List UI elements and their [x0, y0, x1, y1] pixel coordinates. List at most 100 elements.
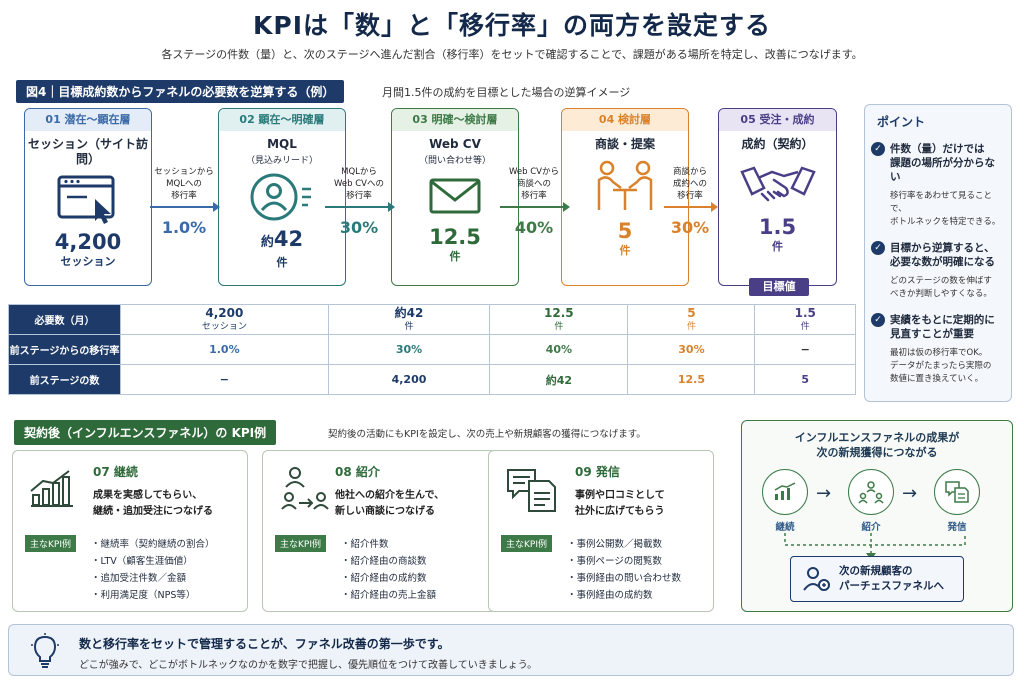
meeting-icon — [562, 158, 688, 214]
page-title: KPIは「数」と「移行率」の両方を設定する — [253, 11, 771, 40]
list-item: 利用満足度（NPS等） — [91, 587, 215, 604]
kpi-list: 継続率（契約継続の割合） LTV（顧客生涯価値） 追加受注件数／金額 利用満足度… — [91, 536, 215, 604]
conversion-text: 商談から 成約への 移行率 — [672, 167, 707, 201]
list-item: 追加受注件数／金額 — [91, 570, 215, 587]
stage-name: Web CV — [429, 137, 481, 151]
flow-node-label: 発信 — [947, 522, 967, 533]
list-item: 紹介経由の商談数 — [341, 553, 436, 570]
conversion-arrow: Web CVから 商談への 移行率 40% — [500, 166, 570, 237]
referral-icon — [858, 481, 884, 504]
stage-header: 03 明確〜検討層 — [392, 109, 518, 131]
stage-value: 4,200 — [54, 230, 122, 254]
check-icon: ✓ — [871, 241, 885, 255]
card-desc: 他社への紹介を生んで、 新しい商談につなげる — [335, 490, 445, 517]
stage-card-webcv: 03 明確〜検討層 Web CV （問い合わせ等） 12.5 件 — [391, 108, 519, 286]
req-unit: 件 — [800, 322, 810, 332]
new-customer-box: 次の新規顧客の パーチェスファネルへ — [790, 556, 964, 602]
table-cell: − — [120, 364, 329, 395]
table-row-prev: 前ステージの数 − 4,200 約42 12.5 5 — [8, 364, 856, 395]
table-cell: 30% — [327, 334, 491, 365]
table-cell: 5 — [754, 364, 856, 395]
list-item: 紹介件数 — [341, 536, 436, 553]
figure-tag: 図4｜目標成約数からファネルの必要数を逆算する（例） — [16, 80, 345, 103]
req-value: 約42 — [394, 306, 424, 320]
list-item: 事例経由の問い合わせ数 — [567, 570, 682, 587]
referral-icon — [281, 465, 331, 519]
point-desc: 移行率をあわせて見ることで、 ボトルネックを特定できる。 — [890, 191, 1001, 227]
stage-header: 04 検討層 — [562, 109, 688, 131]
req-value: 12.5 — [544, 306, 574, 320]
list-item: 事例公開数／掲載数 — [567, 536, 681, 553]
stage-unit: 件 — [449, 250, 461, 263]
arrow-icon — [150, 202, 220, 212]
conversion-arrow: MQLから Web CVへの 移行率 30% — [325, 166, 395, 237]
stage-name: セッション（サイト訪問） — [27, 137, 148, 166]
table-cell: − — [754, 334, 856, 365]
conversion-text: MQLから Web CVへの 移行率 — [334, 167, 384, 201]
conversion-arrow: セッションから MQLへの 移行率 1.0% — [150, 166, 220, 237]
point-title: 件数（量）だけでは 課題の場所が分からない — [890, 143, 995, 183]
stage-header: 02 顕在〜明確層 — [219, 109, 345, 131]
stage-value: 約42 — [219, 228, 345, 254]
target-badge: 目標値 — [749, 278, 809, 296]
check-icon: ✓ — [871, 313, 885, 327]
table-cell: 30% — [627, 334, 756, 365]
point-header: ポイント — [877, 115, 926, 129]
stage-value: 1.5 — [758, 215, 797, 239]
card-title: 07 継続 — [93, 465, 138, 479]
arrow-right-icon: → — [902, 483, 918, 504]
table-cell: 1.0% — [120, 334, 329, 365]
row-label: 前ステージからの移行率 — [8, 334, 121, 365]
req-unit: 件 — [554, 322, 564, 332]
point-title: 目標から逆算すると、 必要な数が明確になる — [890, 242, 995, 268]
speech-document-icon — [945, 481, 969, 503]
req-unit: 件 — [404, 322, 414, 332]
stage-card-deals: 04 検討層 商談・提案 5 件 — [561, 108, 689, 286]
arrow-right-icon: → — [816, 483, 832, 504]
flow-node-publicity — [934, 469, 980, 515]
card-desc: 事例や口コミとして 社外に広げてもらう — [575, 490, 665, 517]
stage-sub: （問い合わせ等） — [418, 156, 491, 166]
browser-cursor-icon — [25, 173, 151, 225]
conversion-text: Web CVから 商談への 移行率 — [509, 167, 559, 201]
point-item: ✓ 件数（量）だけでは 課題の場所が分からない 移行率をあわせて見ることで、 ボト… — [871, 142, 1005, 229]
growth-chart-icon — [774, 482, 796, 500]
stage-name: 成約（契約） — [741, 137, 814, 151]
conversion-rate: 40% — [514, 218, 554, 237]
arrow-icon — [500, 202, 570, 212]
stage-value-number: 42 — [273, 227, 304, 251]
influence-tag: 契約後（インフルエンスファネル）の KPI例 — [14, 420, 277, 445]
conversion-rate: 30% — [339, 218, 379, 237]
table-cell: 40% — [489, 334, 629, 365]
conversion-rate: 1.0% — [161, 218, 207, 237]
check-icon: ✓ — [871, 142, 885, 156]
stage-value-prefix: 約 — [260, 235, 274, 250]
list-item: 事例ページの閲覧数 — [567, 553, 681, 570]
list-item: 継続率（契約継続の割合） — [91, 536, 215, 553]
req-value: 5 — [687, 306, 696, 320]
stage-header: 01 潜在〜顕在層 — [25, 109, 151, 131]
flow-header: インフルエンスファネルの成果が 次の新規獲得につながる — [794, 431, 960, 459]
conversion-text: セッションから MQLへの 移行率 — [154, 167, 214, 201]
person-list-icon — [219, 172, 345, 222]
conversion-rate: 30% — [670, 218, 710, 237]
table-cell: 4,200 — [327, 364, 491, 395]
point-panel: ポイント ✓ 件数（量）だけでは 課題の場所が分からない 移行率をあわせて見ること… — [864, 104, 1012, 402]
kpi-label: 主なKPI例 — [275, 535, 326, 552]
table-cell: 約42 — [489, 364, 629, 395]
flow-node-referral — [848, 469, 894, 515]
growth-chart-icon — [29, 469, 75, 513]
bottom-sub-text: どこが強みで、どこがボトルネックなのかを数字で把握し、優先順位をつけて改善してい… — [79, 660, 538, 671]
new-customer-icon — [803, 567, 830, 591]
page-subtitle: 各ステージの件数（量）と、次のステージへ進んだ割合（移行率）をセットで確認するこ… — [161, 48, 863, 61]
stage-name: MQL — [267, 137, 297, 151]
stage-unit: 件 — [772, 240, 783, 253]
flow-node-label: 紹介 — [861, 522, 881, 533]
lightbulb-icon — [29, 633, 61, 673]
table-cell: 1.5 件 — [754, 304, 856, 335]
list-item: LTV（顧客生涯価値） — [91, 553, 215, 570]
row-label: 必要数（月） — [8, 304, 121, 335]
stage-card-contract: 05 受注・成約 成約（契約） 1.5 件 — [718, 108, 837, 286]
bottom-main-text: 数と移行率をセットで管理することが、ファネル改善の第一歩です。 — [79, 637, 450, 651]
stage-card-sessions: 01 潜在〜顕在層 セッション（サイト訪問） 4,200 セッション — [24, 108, 152, 286]
